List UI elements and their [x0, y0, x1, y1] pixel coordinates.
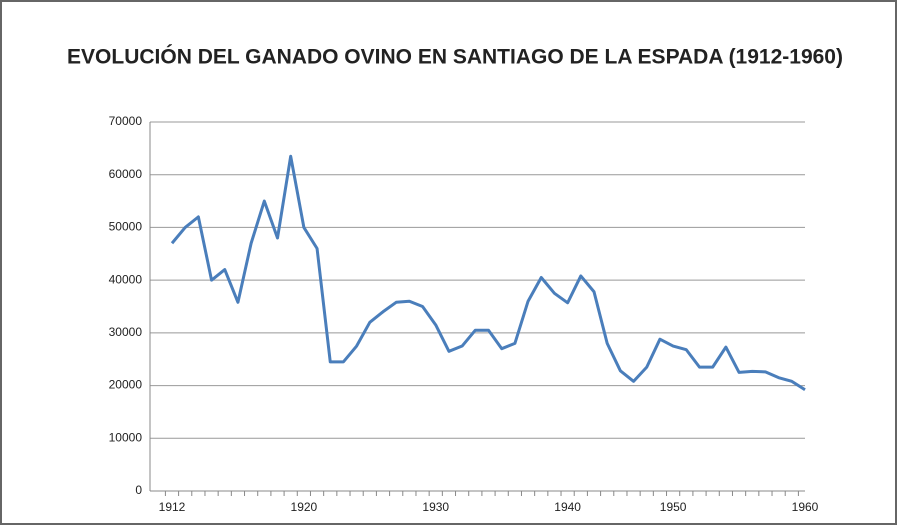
y-tick-label: 40000 [109, 272, 143, 286]
x-tick-label: 1960 [792, 500, 819, 514]
y-tick-label: 20000 [109, 378, 143, 392]
y-tick-label: 60000 [109, 167, 143, 181]
y-tick-label: 30000 [109, 325, 143, 339]
data-line [170, 154, 806, 392]
y-tick-label: 70000 [109, 114, 143, 128]
x-tick-label: 1912 [159, 500, 186, 514]
x-tick-label: 1940 [554, 500, 581, 514]
y-tick-label: 10000 [109, 430, 143, 444]
chart-title: EVOLUCIÓN DEL GANADO OVINO EN SANTIAGO D… [67, 45, 843, 69]
y-tick-label: 0 [135, 483, 142, 497]
x-tick-label: 1920 [291, 500, 318, 514]
x-tick-label: 1930 [422, 500, 449, 514]
x-tick-label: 1950 [660, 500, 687, 514]
y-tick-label: 50000 [109, 220, 143, 234]
